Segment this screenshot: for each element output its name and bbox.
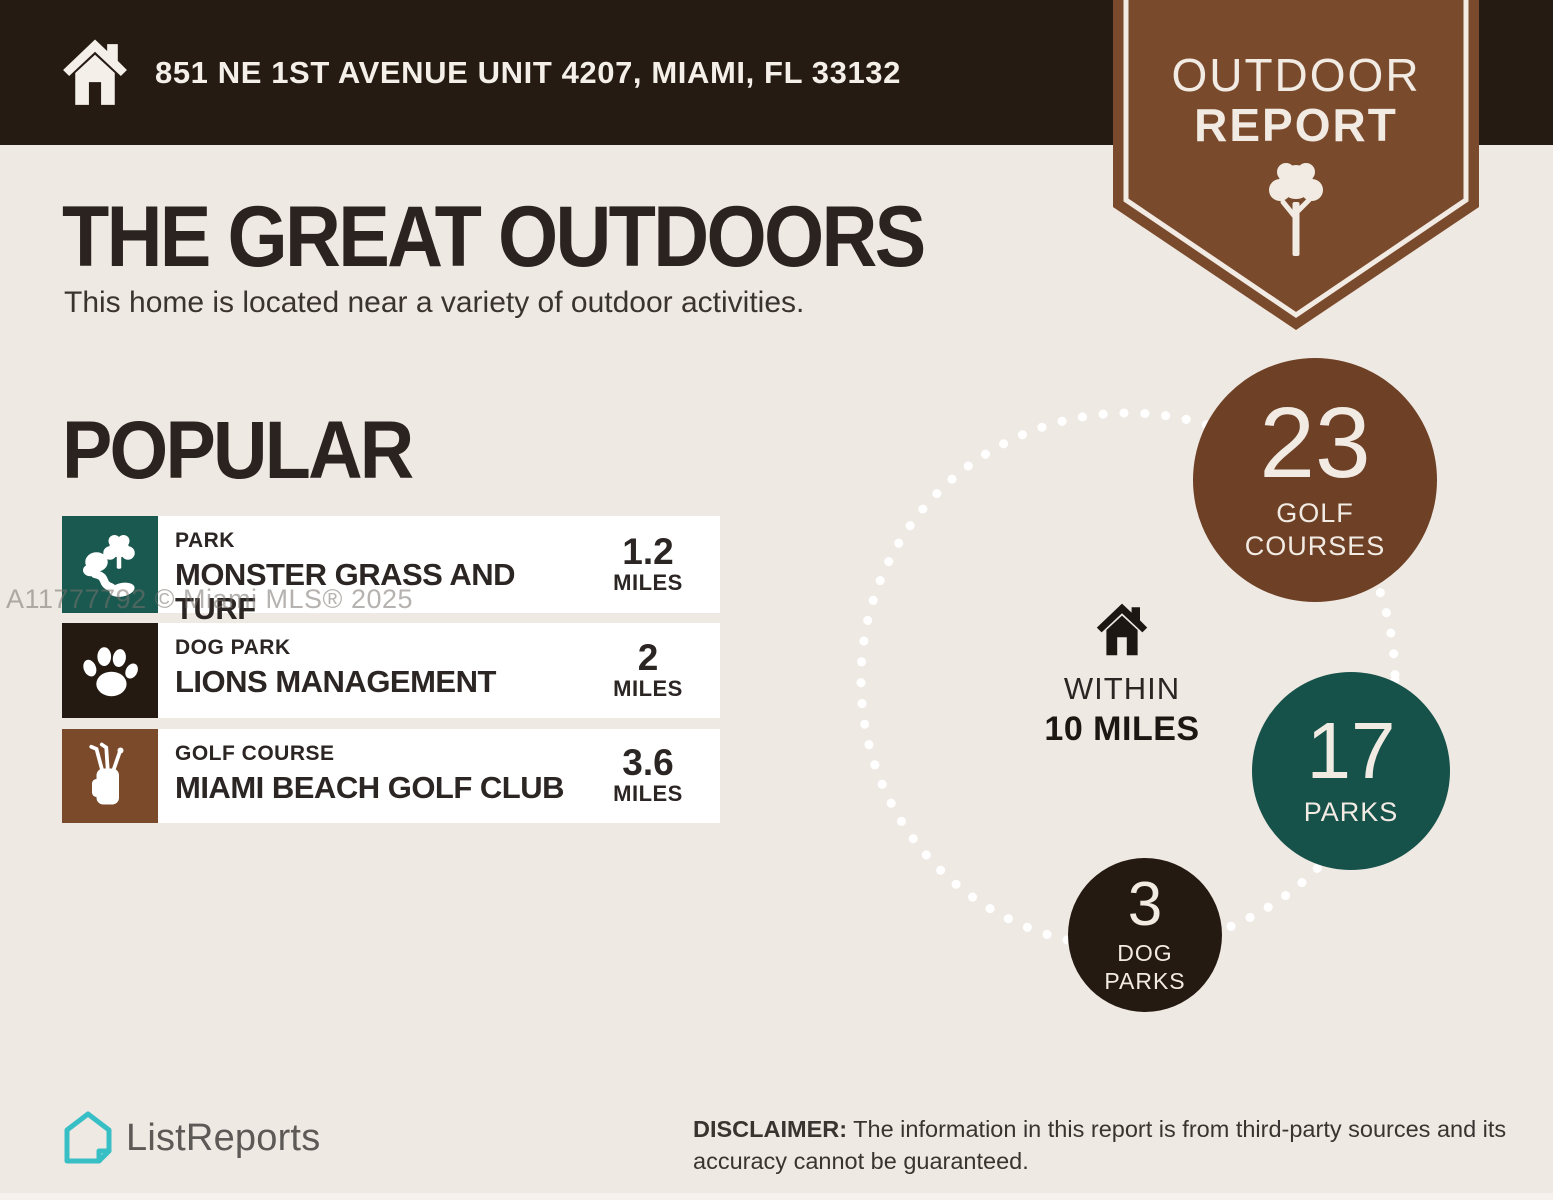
page-title: THE GREAT OUTDOORS: [62, 189, 926, 285]
distance-value: 3.6: [622, 742, 674, 783]
stat-value: 3: [1127, 869, 1163, 939]
home-icon: [63, 39, 127, 105]
radius-center-label: WITHIN 10 MILES: [1022, 600, 1222, 749]
park-trees-icon: [62, 516, 158, 613]
popular-item-park: PARK MONSTER GRASS AND TURF 1.2 MILES: [62, 516, 720, 626]
distance-unit: MILES: [613, 781, 683, 806]
disclaimer-body: The information in this report is from t…: [693, 1116, 1507, 1174]
item-distance: 1.2 MILES: [590, 516, 706, 613]
mls-watermark: A11777792 © Miami MLS® 2025: [6, 584, 414, 614]
item-name: LIONS MANAGEMENT: [175, 664, 496, 699]
stat-dog-parks: 3 DOG PARKS: [1068, 858, 1222, 1012]
popular-item-dog-park: DOG PARK LIONS MANAGEMENT 2 MILES: [62, 623, 720, 718]
item-name: MIAMI BEACH GOLF CLUB: [175, 770, 565, 805]
stat-value: 17: [1306, 705, 1396, 795]
popular-item-text: GOLF COURSE MIAMI BEACH GOLF CLUB: [175, 742, 595, 805]
listreports-brand-text: ListReports: [126, 1116, 321, 1159]
stat-label: DOG PARKS: [1104, 939, 1186, 994]
outdoor-report-badge: OUTDOOR REPORT: [1113, 0, 1479, 335]
item-category: GOLF COURSE: [175, 742, 335, 765]
radius-within-label: WITHIN: [1063, 671, 1181, 706]
item-name: MONSTER GRASS AND TURF: [175, 557, 515, 626]
item-distance: 3.6 MILES: [590, 729, 706, 823]
popular-item-golf-course: GOLF COURSE MIAMI BEACH GOLF CLUB 3.6 MI…: [62, 729, 720, 823]
listreports-house-icon: [64, 1111, 112, 1164]
radius-distance-label: 10 MILES: [1044, 710, 1200, 748]
distance-value: 2: [637, 636, 659, 678]
page-subtitle: This home is located near a variety of o…: [64, 286, 805, 319]
golf-bag-icon: [62, 729, 158, 823]
house-icon: [1096, 603, 1148, 656]
stat-label: GOLF COURSES: [1244, 498, 1386, 561]
disclaimer-text: DISCLAIMER: The information in this repo…: [693, 1113, 1523, 1177]
listreports-logo: ListReports: [62, 1110, 320, 1166]
stat-value: 23: [1259, 387, 1371, 499]
popular-section-heading: POPULAR: [62, 405, 414, 496]
badge-title-line2: REPORT: [1194, 99, 1398, 151]
item-distance: 2 MILES: [590, 623, 706, 718]
distance-unit: MILES: [613, 675, 683, 701]
badge-title-line1: OUTDOOR: [1171, 49, 1421, 101]
distance-value: 1.2: [622, 530, 674, 572]
item-category: PARK: [175, 529, 235, 552]
bottom-edge-strip: [0, 1193, 1553, 1200]
stat-label: PARKS: [1303, 796, 1399, 827]
item-category: DOG PARK: [175, 636, 291, 659]
distance-unit: MILES: [613, 569, 683, 595]
popular-item-text: PARK MONSTER GRASS AND TURF: [175, 529, 595, 626]
popular-item-text: DOG PARK LIONS MANAGEMENT: [175, 636, 595, 699]
disclaimer-label: DISCLAIMER:: [693, 1116, 848, 1142]
paw-icon: [62, 623, 158, 718]
stat-golf-courses: 23 GOLF COURSES: [1193, 358, 1437, 602]
property-address: 851 NE 1ST AVENUE UNIT 4207, MIAMI, FL 3…: [155, 54, 901, 90]
tree-icon: [1269, 163, 1323, 256]
stat-parks: 17 PARKS: [1252, 672, 1450, 870]
